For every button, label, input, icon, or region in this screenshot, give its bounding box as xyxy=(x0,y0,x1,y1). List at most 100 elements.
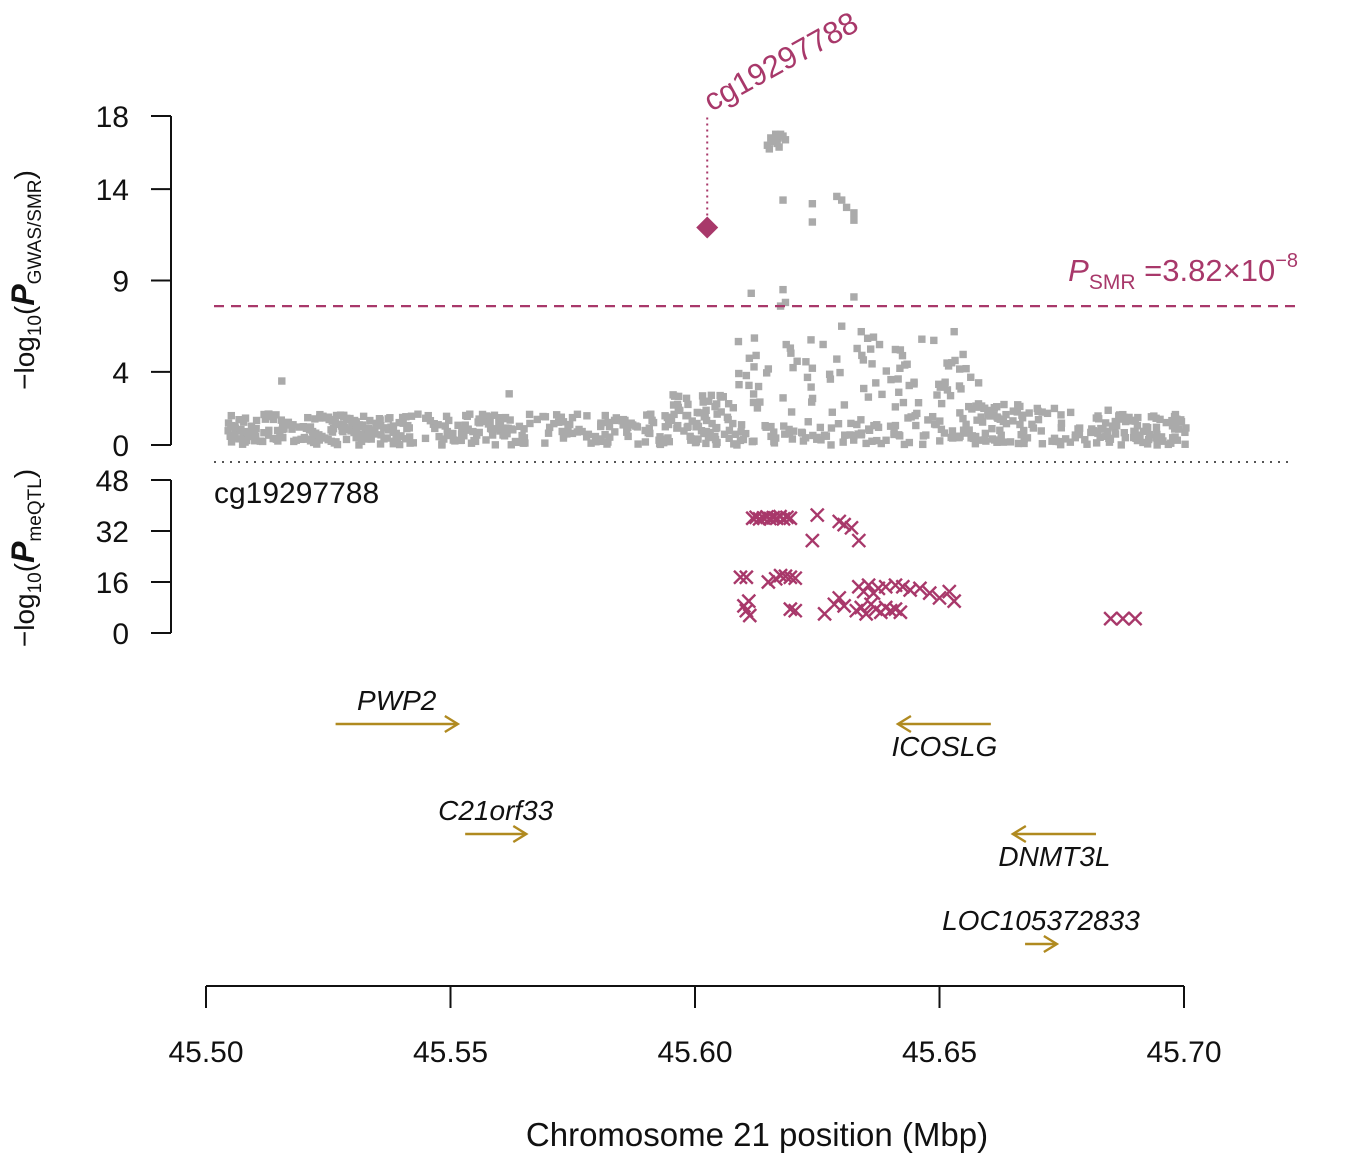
gwas-point xyxy=(817,436,825,444)
gwas-point xyxy=(973,416,981,424)
gene-arrow-head xyxy=(512,824,529,844)
gwas-point xyxy=(460,432,468,440)
meqtl-point xyxy=(779,509,795,525)
gwas-point xyxy=(558,427,566,436)
gwas-point xyxy=(475,415,483,423)
gwas-point xyxy=(1028,420,1036,429)
gwas-point xyxy=(332,411,341,420)
gwas-point xyxy=(723,413,732,422)
gwas-point xyxy=(910,380,918,388)
gwas-point xyxy=(1000,400,1008,409)
gwas-point xyxy=(787,349,795,357)
meqtl-cross-stroke xyxy=(893,604,908,620)
gwas-point xyxy=(895,431,903,439)
gwas-point xyxy=(584,430,593,439)
gwas-point xyxy=(496,419,505,428)
gwas-point xyxy=(733,441,741,449)
meqtl-cross-stroke xyxy=(844,520,859,536)
gwas-point xyxy=(702,406,710,415)
gwas-point xyxy=(957,385,965,393)
gwas-point xyxy=(401,435,410,443)
meqtl-point xyxy=(932,590,947,606)
meqtl-point xyxy=(1103,611,1118,627)
gwas-point xyxy=(311,415,319,423)
gwas-point xyxy=(359,412,368,421)
gwas-point xyxy=(280,425,288,433)
gwas-point xyxy=(1136,433,1144,442)
gwas-point xyxy=(634,440,642,448)
gwas-point xyxy=(261,415,270,423)
gwas-point xyxy=(422,414,430,422)
meqtl-point xyxy=(787,603,803,619)
meqtl-cross-stroke xyxy=(779,509,795,525)
gwas-point xyxy=(749,390,758,398)
gwas-point xyxy=(781,430,789,438)
gwas-point xyxy=(857,327,865,336)
meqtl-point xyxy=(1115,611,1131,627)
gwas-point xyxy=(941,378,949,386)
gwas-point xyxy=(440,435,448,443)
gwas-point xyxy=(421,434,430,443)
gwas-point xyxy=(813,433,821,442)
gwas-point xyxy=(224,427,232,435)
gwas-point xyxy=(873,436,881,445)
gwas-point xyxy=(407,412,416,420)
gwas-point xyxy=(936,383,944,391)
gwas-point xyxy=(313,440,321,448)
gwas-point xyxy=(996,426,1004,434)
gwas-point xyxy=(1057,419,1066,427)
gwas-point xyxy=(948,359,956,367)
gwas-point xyxy=(711,435,720,444)
gwas-point xyxy=(745,354,754,362)
bottom-y-tick-label-0: 0 xyxy=(112,618,129,651)
gwas-point xyxy=(729,404,738,412)
meqtl-point xyxy=(851,533,867,548)
gwas-point xyxy=(664,420,673,429)
gwas-point xyxy=(891,403,900,411)
gwas-point xyxy=(1111,430,1120,438)
gwas-point xyxy=(376,416,384,424)
gwas-point xyxy=(1071,433,1079,442)
gwas-point xyxy=(550,419,558,428)
gwas-point xyxy=(1020,426,1028,435)
gwas-point xyxy=(1094,429,1102,437)
gwas-point xyxy=(348,422,356,430)
gwas-point xyxy=(747,289,755,297)
gwas-point xyxy=(898,351,907,360)
gwas-point xyxy=(533,415,541,424)
meqtl-cross-stroke xyxy=(783,569,798,585)
gwas-point xyxy=(850,216,858,224)
gwas-point xyxy=(237,425,245,434)
gwas-point xyxy=(224,419,233,427)
gwas-point xyxy=(664,434,672,442)
gwas-point xyxy=(827,441,835,449)
gwas-point xyxy=(471,437,480,446)
gwas-point xyxy=(277,416,286,424)
gwas-point xyxy=(1055,437,1063,446)
gwas-point xyxy=(665,413,673,422)
gwas-point xyxy=(853,344,861,353)
gwas-point xyxy=(1133,422,1142,430)
gwas-point xyxy=(405,433,414,441)
gwas-point xyxy=(386,414,394,422)
gwas-point xyxy=(780,422,788,430)
gwas-point xyxy=(445,416,453,425)
gwas-point xyxy=(1147,413,1156,421)
gwas-point xyxy=(1131,417,1139,425)
gwas-point xyxy=(974,379,983,387)
meqtl-cross-stroke xyxy=(736,598,752,614)
gwas-point xyxy=(478,410,487,419)
gwas-point xyxy=(392,429,400,438)
gwas-point xyxy=(862,439,870,448)
gwas-point xyxy=(604,418,612,427)
gwas-point xyxy=(364,426,373,434)
meqtl-cross-stroke xyxy=(1115,611,1131,627)
gwas-point xyxy=(859,356,868,364)
gwas-point xyxy=(399,419,407,427)
gwas-point xyxy=(369,426,377,434)
gwas-point xyxy=(702,427,710,436)
gwas-point xyxy=(500,414,509,423)
gene-arrow-head xyxy=(1010,824,1027,844)
gwas-point xyxy=(803,373,812,382)
gwas-point xyxy=(488,425,496,434)
